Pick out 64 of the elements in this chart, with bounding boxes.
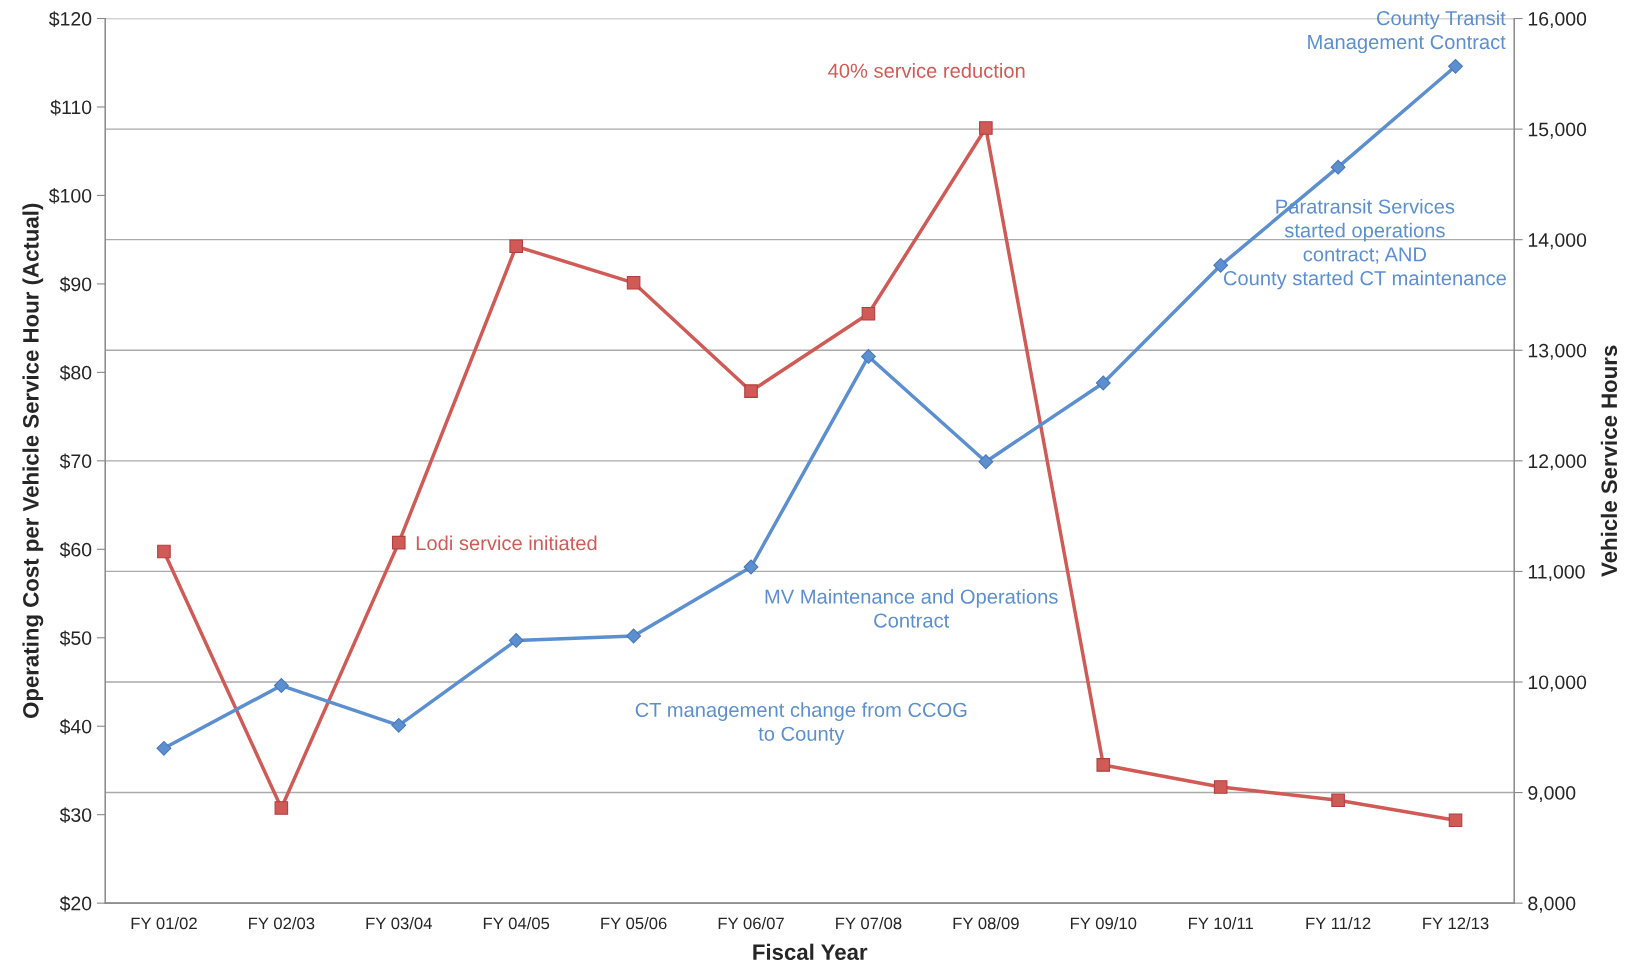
y-tick-label: $60 (59, 541, 92, 558)
y2-tick-label: 15,000 (1528, 122, 1587, 139)
point (626, 275, 641, 290)
y2-tick-label: 12,000 (1528, 454, 1587, 471)
y2-tick-label: 14,000 (1528, 233, 1587, 250)
point (508, 632, 524, 648)
y-tick-label: $40 (59, 718, 92, 735)
x-tick-label: FY 10/11 (1189, 917, 1253, 930)
annotation: County Transit Management Contract (1308, 10, 1506, 54)
y2-tick-label: 13,000 (1528, 343, 1587, 360)
annotation: CT management change from CCOG to County (635, 702, 967, 745)
point (156, 740, 172, 756)
point (1095, 375, 1111, 391)
y-axis-title: Operating Cost per Vehicle Service Hour (Actual) (22, 203, 44, 718)
point (1330, 159, 1346, 175)
x-tick-label: FY 09/10 (1070, 917, 1137, 930)
point (157, 544, 171, 559)
y-tick-label: $20 (59, 895, 92, 912)
x-axis-title: Fiscal Year (753, 943, 868, 960)
x-tick-label: FY 07/08 (836, 917, 902, 930)
annotation: 40% service reduction (828, 63, 1025, 78)
y2-tick-label: 10,000 (1528, 675, 1587, 692)
point (1331, 793, 1345, 808)
annotation: Lodi service initiated (416, 535, 597, 551)
y2-tick-label: 9,000 (1528, 786, 1576, 803)
y-tick-label: $110 (50, 99, 92, 116)
point (1213, 780, 1228, 794)
point (744, 384, 758, 398)
annotation: MV Maintenance and Operations Contract (765, 589, 1058, 628)
y-tick-label: $50 (59, 630, 92, 647)
y-tick-label: $80 (59, 365, 92, 381)
x-tick-label: FY 01/02 (131, 917, 197, 930)
point (626, 628, 642, 644)
x-tick-label: FY 04/05 (483, 917, 550, 930)
y-tick-label: $30 (59, 807, 92, 824)
point (1448, 813, 1463, 828)
x-tick-label: FY 08/09 (953, 917, 1019, 930)
point (509, 239, 523, 254)
y-tick-label: $70 (59, 453, 92, 470)
x-tick-label: FY 06/07 (718, 917, 784, 930)
y-tick-label: $120 (48, 11, 92, 27)
x-tick-label: FY 03/04 (366, 917, 432, 930)
point (391, 535, 406, 550)
x-tick-label: FY 12/13 (1423, 917, 1489, 930)
y-tick-label: $90 (59, 276, 92, 293)
point (391, 717, 407, 733)
point (861, 306, 876, 321)
x-tick-label: FY 05/06 (601, 917, 667, 930)
point (1096, 758, 1111, 772)
y2-axis-title: Vehicle Service Hours (1600, 345, 1618, 577)
point (861, 349, 876, 364)
y2-tick-label: 11,000 (1528, 564, 1585, 581)
point (1448, 58, 1463, 74)
point (273, 678, 289, 693)
y2-tick-label: 16,000 (1528, 11, 1587, 29)
point (1213, 257, 1229, 273)
y2-tick-label: 8,000 (1528, 896, 1576, 913)
point (979, 121, 993, 135)
point (743, 559, 759, 575)
y-tick-label: $100 (48, 188, 92, 204)
x-tick-label: FY 02/03 (249, 917, 315, 930)
point (978, 454, 994, 470)
x-tick-label: FY 11/12 (1306, 917, 1371, 930)
point (274, 801, 289, 815)
